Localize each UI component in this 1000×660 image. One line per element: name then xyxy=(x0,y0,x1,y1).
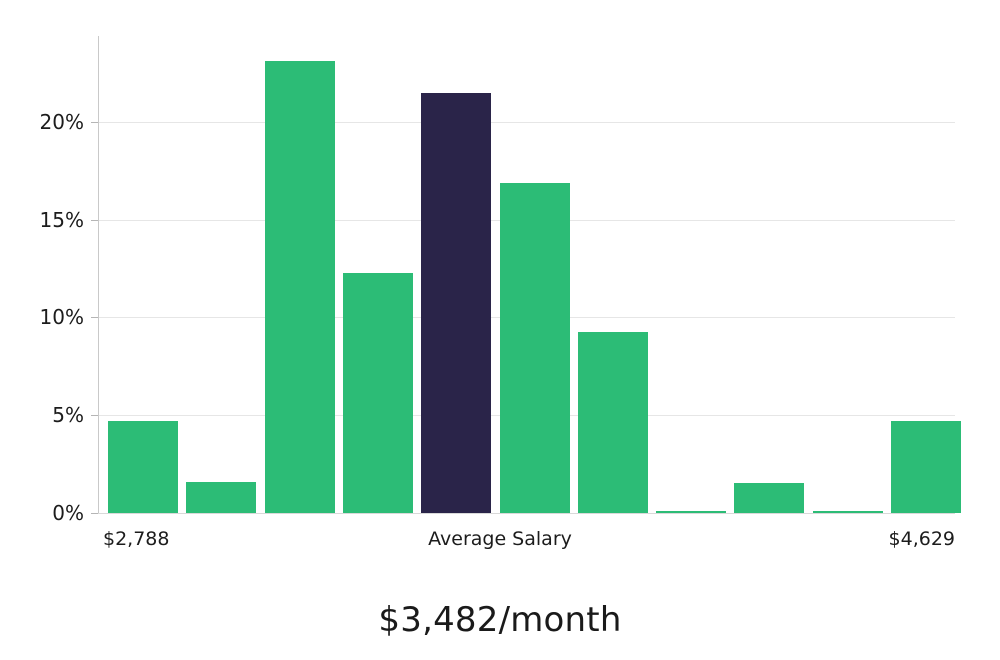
bar-9 xyxy=(734,482,804,513)
chart-caption: $3,482/month xyxy=(378,600,622,640)
y-tick-label-10: 10% xyxy=(39,305,84,329)
gridline-20 xyxy=(98,122,955,123)
bar-2 xyxy=(186,481,256,513)
x-axis-label-max: $4,629 xyxy=(888,528,955,550)
gridline-0 xyxy=(98,513,955,514)
bar-1 xyxy=(108,421,178,513)
bar-3 xyxy=(265,61,335,513)
y-tick-label-5: 5% xyxy=(52,403,84,427)
y-tick-mark-5 xyxy=(91,415,98,416)
bar-10 xyxy=(813,511,883,513)
y-axis-spine xyxy=(98,36,99,513)
y-tick-mark-0 xyxy=(91,513,98,514)
x-axis-label-min: $2,788 xyxy=(103,528,170,550)
bar-5 xyxy=(421,92,491,513)
y-tick-label-20: 20% xyxy=(39,110,84,134)
y-tick-mark-20 xyxy=(91,122,98,123)
y-tick-mark-10 xyxy=(91,317,98,318)
x-axis-title: Average Salary xyxy=(428,528,572,550)
y-tick-mark-15 xyxy=(91,220,98,221)
bar-11 xyxy=(891,421,961,513)
bar-4 xyxy=(343,272,413,513)
bar-6 xyxy=(500,182,570,513)
bar-8 xyxy=(656,511,726,513)
bar-7 xyxy=(578,332,648,513)
y-tick-label-0: 0% xyxy=(52,501,84,525)
y-tick-label-15: 15% xyxy=(39,208,84,232)
